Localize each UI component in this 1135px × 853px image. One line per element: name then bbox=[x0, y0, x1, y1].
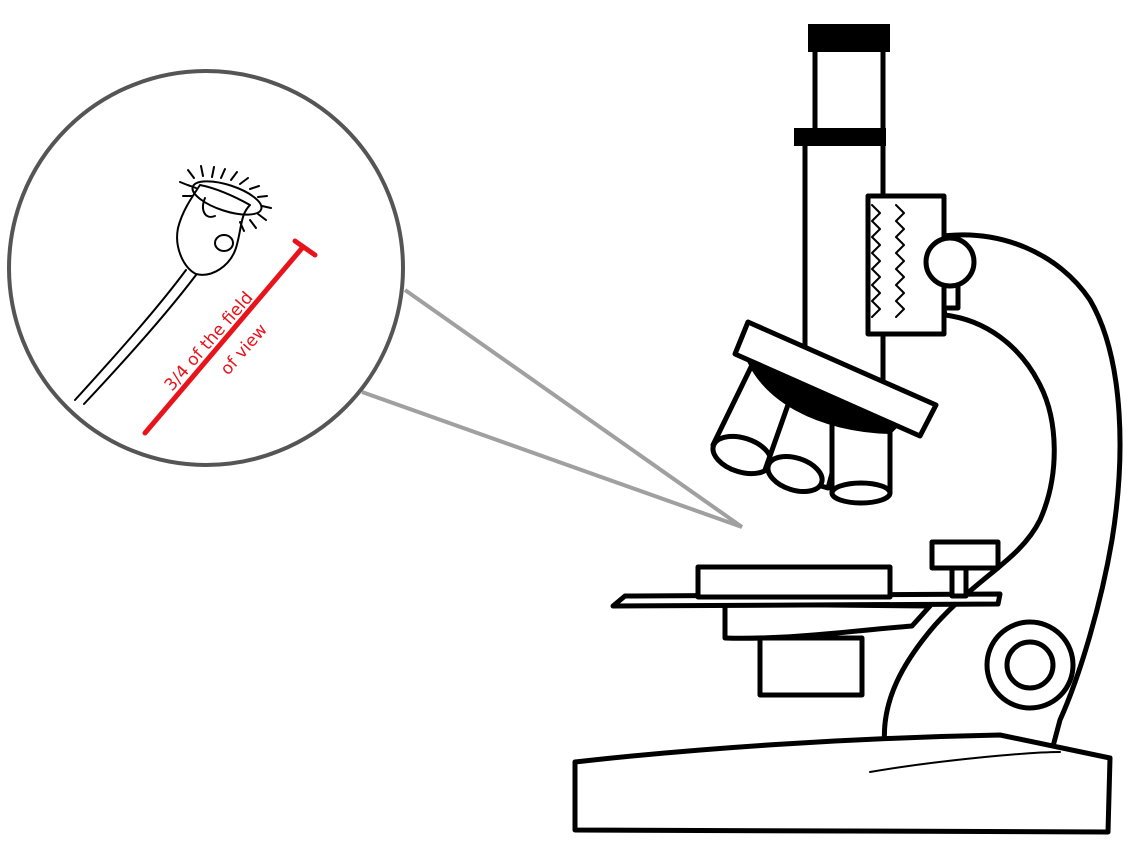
tube-collar bbox=[794, 128, 886, 146]
magnified-view: 3/4 of the field of view bbox=[7, 69, 405, 467]
eyepiece bbox=[812, 42, 886, 143]
focus-rack bbox=[871, 204, 905, 318]
measurement-bar bbox=[142, 238, 318, 436]
stage-underside bbox=[722, 601, 933, 641]
coarse-knob bbox=[923, 235, 977, 289]
microscope bbox=[572, 24, 1123, 835]
eyepiece-cap bbox=[808, 24, 890, 52]
focus-knob bbox=[984, 619, 1076, 711]
field-of-view bbox=[7, 69, 405, 467]
stage-knob bbox=[929, 539, 1001, 599]
microscope-base bbox=[572, 732, 1113, 835]
microscope-arm bbox=[881, 232, 1123, 753]
organism bbox=[74, 165, 272, 405]
condenser bbox=[757, 635, 865, 698]
slide-holder bbox=[695, 564, 893, 600]
revolving-plate bbox=[732, 319, 939, 439]
callout-lines bbox=[361, 288, 744, 529]
